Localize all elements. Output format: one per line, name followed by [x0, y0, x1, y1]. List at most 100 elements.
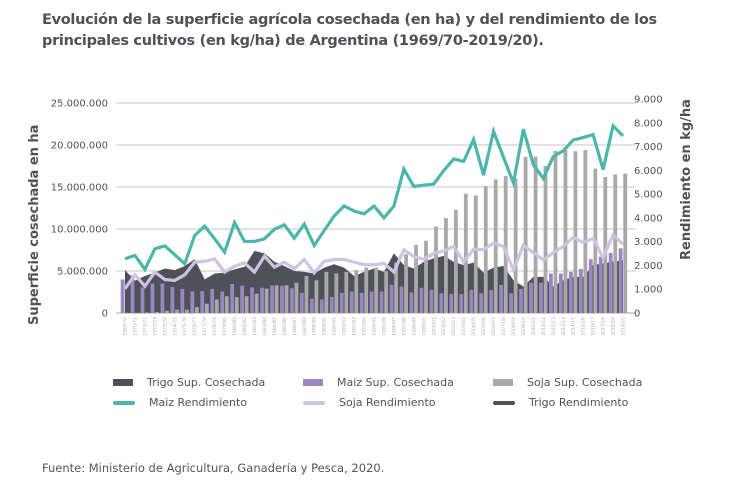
x-axis-tick-label: 1991/92	[342, 317, 348, 336]
x-axis-tick-label: 1969/70	[122, 317, 128, 336]
maiz-superficie-bar	[598, 256, 603, 313]
maiz-superficie-bar	[140, 287, 145, 313]
maiz-superficie-bar	[618, 248, 623, 313]
right-axis-tick-label: 9.000	[634, 95, 663, 106]
x-axis-tick-label: 1975/76	[182, 317, 188, 336]
maiz-superficie-bar	[240, 285, 245, 313]
maiz-superficie-bar	[200, 291, 205, 313]
x-axis-tick-label: 1970/71	[132, 317, 138, 336]
x-axis-tick-label: 1988/89	[312, 317, 318, 336]
right-axis-tick-label: 8.000	[634, 118, 663, 129]
legend-item: Soja Sup. Cosechada	[493, 376, 642, 389]
soja-superficie-bar	[603, 176, 608, 313]
soja-superficie-bar	[394, 262, 399, 313]
maiz-superficie-bar	[489, 289, 494, 313]
left-axis-tick-label: 5.000.000	[57, 267, 108, 278]
legend-item: Trigo Sup. Cosechada	[113, 376, 265, 389]
soja-superficie-bar	[314, 280, 319, 313]
x-axis-tick-label: 1984/85	[272, 317, 278, 336]
maiz-superficie-bar	[479, 293, 484, 313]
right-axis-label: Rendimiento en kg/ha	[679, 99, 694, 260]
soja-superficie-bar	[543, 166, 548, 313]
x-axis-tick-label: 1986/87	[292, 317, 298, 336]
soja-superficie-bar	[434, 226, 438, 313]
legend-swatch	[493, 400, 515, 405]
soja-superficie-bar	[513, 178, 518, 313]
soja-superficie-bar	[294, 282, 299, 313]
x-axis-tick-label: 2009/10	[521, 317, 527, 336]
x-axis-tick-label: 1973/74	[162, 317, 168, 336]
maiz-superficie-bar	[379, 291, 384, 313]
soja-superficie-bar	[274, 285, 279, 313]
lines-layer	[123, 122, 625, 290]
maiz-superficie-bar	[309, 298, 314, 313]
maiz-superficie-bar	[270, 285, 274, 313]
x-axis-tick-label: 2014/15	[571, 317, 577, 336]
maiz-superficie-bar	[210, 289, 215, 313]
soja-superficie-bar	[453, 209, 458, 313]
legend-swatch	[113, 379, 133, 386]
soja-superficie-bar	[503, 176, 508, 313]
x-axis-tick-label: 1982/83	[252, 317, 258, 336]
x-axis-tick-label: 2003/04	[461, 317, 467, 336]
legend-label: Trigo Rendimiento	[529, 396, 629, 409]
maiz-superficie-bar	[230, 284, 235, 313]
x-axis-tick-label: 1987/88	[302, 317, 308, 336]
x-axis-tick-label: 2000/01	[431, 317, 437, 336]
right-axis-tick-label: 0	[634, 309, 640, 320]
right-axis-tick-label: 7.000	[634, 142, 663, 153]
left-axis-tick-label: 20.000.000	[51, 141, 108, 152]
soja-superficie-bar	[384, 271, 389, 313]
x-axis-tick-label: 2008/09	[511, 317, 517, 336]
x-axis-tick-label: 1976/77	[192, 317, 198, 336]
maiz-superficie-bar	[170, 286, 175, 313]
soja-superficie-bar	[623, 173, 628, 313]
maiz-superficie-bar	[529, 282, 533, 313]
x-axis-tick-label: 1990/91	[332, 317, 338, 336]
legend-swatch	[303, 379, 323, 386]
soja-superficie-bar	[374, 267, 379, 313]
legend-item: Soja Rendimiento	[303, 396, 436, 409]
x-axis-tick-label: 1992/93	[352, 317, 358, 336]
bars-layer	[120, 150, 628, 313]
maiz-superficie-bar	[439, 293, 444, 313]
maiz-superficie-bar	[608, 252, 613, 313]
x-axis-tick-label: 2017/18	[601, 317, 607, 336]
x-axis-tick-label: 1985/86	[282, 317, 288, 336]
x-axis-tick-label: 2005/06	[481, 317, 487, 336]
x-axis-tick-label: 2002/03	[451, 317, 457, 336]
right-axis-tick-label: 6.000	[634, 166, 663, 177]
x-axis-tick-label: 1999/00	[421, 317, 427, 336]
legend-swatch	[113, 400, 135, 405]
maiz-superficie-bar	[260, 287, 264, 313]
soja-superficie-bar	[304, 276, 309, 313]
soja-superficie-bar	[175, 309, 179, 313]
x-axis-tick-label: 2011/12	[541, 317, 547, 336]
x-axis-tick-label: 1981/82	[242, 317, 248, 336]
x-axis-tick-label: 2004/05	[471, 317, 477, 336]
x-axis-tick-label: 1996/97	[391, 317, 397, 336]
soja-superficie-bar	[244, 296, 249, 313]
maiz-superficie-bar	[499, 284, 503, 313]
maiz-superficie-bar	[578, 268, 583, 313]
soja-superficie-bar	[463, 193, 468, 313]
maiz-superficie-bar	[419, 287, 424, 313]
x-axis-tick-label: 1978/79	[212, 317, 218, 336]
soja-superficie-bar	[424, 240, 428, 313]
legend-swatch	[303, 400, 325, 405]
soja-superficie-bar	[195, 307, 199, 313]
maiz-superficie-bar	[349, 291, 354, 313]
maiz-superficie-bar	[588, 259, 593, 313]
maiz-superficie-bar	[539, 282, 543, 313]
x-axis-tick-label: 1977/78	[202, 317, 208, 336]
soja-superficie-bar	[254, 293, 259, 313]
chart: 0 5.000.000 10.000.000 15.000.000 20.000.000…	[27, 95, 694, 336]
soja-superficie-bar	[573, 151, 578, 313]
soja-superficie-bar	[404, 254, 408, 313]
maiz-superficie-bar	[389, 284, 394, 313]
maiz-superficie-bar	[399, 286, 404, 313]
x-axis-tick-label: 1995/96	[381, 317, 387, 336]
x-axis-tick-label: 1994/95	[372, 317, 378, 336]
soja-superficie-bar	[214, 299, 219, 313]
x-axis-tick-label: 1993/94	[362, 317, 368, 336]
